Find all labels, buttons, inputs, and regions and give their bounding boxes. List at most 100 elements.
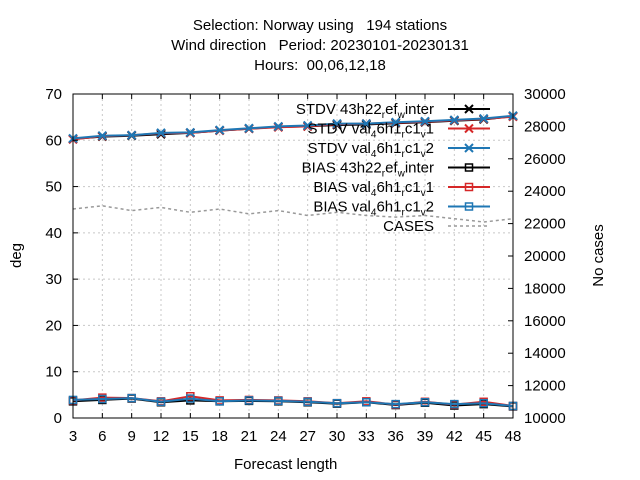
legend-label: BIAS val46h1rc1v2: [313, 199, 434, 219]
data-point: [127, 393, 136, 403]
data-point: [215, 397, 224, 406]
data-point: [390, 117, 401, 127]
y2-tick-label: 22000: [524, 216, 566, 233]
series-line: [72, 205, 514, 223]
x-tick-label: 42: [446, 428, 463, 445]
data-point: [186, 394, 195, 403]
x-tick-label: 45: [475, 428, 492, 445]
data-point: [303, 397, 312, 407]
x-tick-label: 3: [69, 428, 77, 445]
chart-title-line-1: Selection: Norway using 194 stations: [192, 17, 448, 34]
plot-frame: [72, 93, 514, 419]
data-point: [361, 118, 372, 129]
legend-marker: [464, 182, 474, 192]
y2-axis-label: No cases: [589, 224, 607, 287]
x-axis-label: Forecast length: [234, 456, 338, 473]
data-point: [478, 113, 489, 124]
x-tick-label: 21: [241, 428, 258, 445]
data-point: [156, 128, 166, 138]
legend-entry: BIAS val46h1rc1v1: [313, 179, 490, 199]
data-point: [302, 120, 313, 131]
data-point: [273, 121, 284, 132]
data-point: [214, 125, 225, 135]
legend-label: STDV 43h22refwinter: [296, 101, 434, 121]
y-tick-label: 10: [45, 364, 62, 381]
x-tick-label: 24: [270, 428, 287, 445]
legend-entry: BIAS 43h22refwinter: [302, 160, 490, 180]
y2-tick-label: 10000: [524, 410, 566, 427]
x-tick-label: 18: [211, 428, 228, 445]
legend-marker: [464, 143, 474, 153]
data-point: [479, 398, 488, 408]
series-line: [72, 114, 514, 140]
data-point: [97, 130, 108, 141]
y-tick-label: 20: [45, 317, 62, 334]
series-line: [72, 397, 514, 407]
y2-tick-label: 12000: [524, 378, 566, 395]
chart-title-line-2: Wind direction Period: 20230101-20230131: [171, 37, 469, 54]
data-point: [126, 130, 137, 140]
data-point: [332, 398, 342, 408]
x-tick-label: 6: [98, 428, 106, 445]
x-tick-label: 15: [182, 428, 199, 445]
y-tick-label: 40: [45, 225, 62, 242]
legend-label: STDV val46h1rc1v1: [308, 121, 434, 141]
y2-tick-label: 16000: [524, 313, 566, 330]
x-tick-label: 27: [299, 428, 316, 445]
series-layer: [68, 111, 518, 411]
data-point: [450, 399, 459, 409]
grid: [72, 93, 514, 419]
series-2: [68, 111, 518, 144]
y2-tick-label: 28000: [524, 118, 566, 135]
y2-tick-label: 24000: [524, 183, 566, 200]
legend-label: STDV val46h1rc1v2: [308, 140, 434, 160]
legend-entry: STDV 43h22refwinter: [296, 101, 490, 121]
legend-label: CASES: [383, 218, 434, 235]
x-tick-label: 9: [127, 428, 135, 445]
chart-title-line-3: Hours: 00,06,12,18: [254, 57, 386, 74]
data-point: [244, 396, 254, 405]
legend-marker: [464, 163, 474, 172]
x-tick-label: 48: [505, 428, 522, 445]
data-point: [244, 123, 254, 133]
x-tick-label: 39: [417, 428, 434, 445]
data-point: [449, 115, 460, 125]
data-point: [185, 127, 196, 138]
data-point: [391, 399, 400, 409]
series-3: [68, 394, 518, 411]
x-tick-label: 33: [358, 428, 375, 445]
y2-tick-label: 14000: [524, 345, 566, 362]
x-tick-label: 12: [153, 428, 170, 445]
legend-entry: STDV val46h1rc1v2: [308, 140, 490, 160]
data-point: [98, 394, 107, 404]
y2-tick-label: 26000: [524, 151, 566, 168]
data-point: [156, 397, 166, 407]
x-tick-label: 30: [329, 428, 346, 445]
y-tick-label: 50: [45, 179, 62, 196]
legend-marker: [464, 104, 474, 114]
series-6: [72, 205, 514, 223]
y-tick-label: 70: [45, 86, 62, 103]
y-tick-label: 30: [45, 271, 62, 288]
legend-label: BIAS val46h1rc1v1: [313, 179, 434, 199]
data-point: [362, 398, 371, 407]
data-point: [420, 116, 430, 127]
legend-entry: STDV val46h1rc1v1: [308, 121, 490, 141]
data-point: [274, 396, 283, 406]
data-point: [420, 398, 430, 407]
data-point: [332, 118, 342, 129]
legend-entry: BIAS val46h1rc1v2: [313, 199, 490, 219]
legend-marker: [464, 123, 474, 134]
legend-marker: [464, 202, 474, 211]
y2-tick-label: 30000: [524, 86, 566, 103]
y-axis-label: deg: [8, 242, 26, 269]
legend-entry: CASES: [383, 218, 490, 235]
y-tick-label: 60: [45, 132, 62, 149]
legend-label: BIAS 43h22refwinter: [302, 160, 434, 180]
y-tick-label: 0: [54, 410, 62, 427]
ticks: 3 6 9 12 15 18 21 24 27 30 33 36 39 42 45 4801020304050…: [45, 86, 565, 445]
y2-tick-label: 20000: [524, 248, 566, 265]
x-tick-label: 36: [387, 428, 404, 445]
